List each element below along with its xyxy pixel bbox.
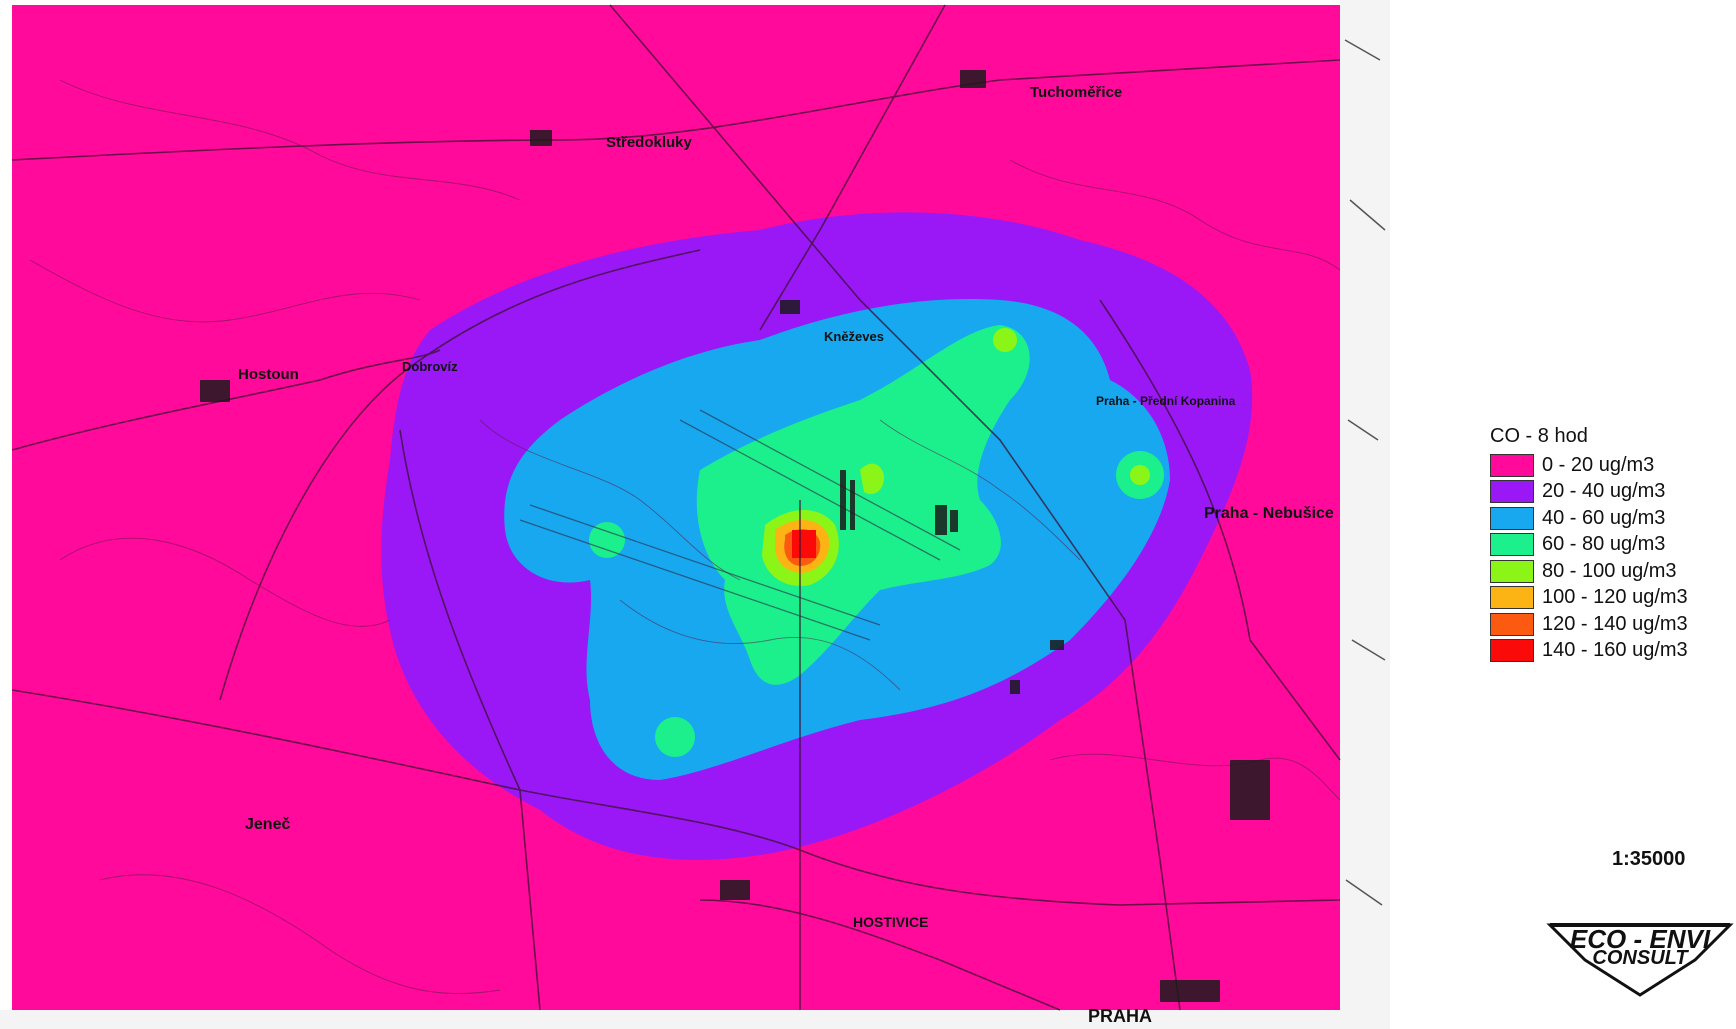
place-label-hostivice: HOSTIVICE bbox=[853, 914, 928, 930]
place-label-jenec: Jeneč bbox=[245, 816, 290, 833]
legend-item: 20 - 40 ug/m3 bbox=[1490, 479, 1730, 506]
legend-item: 140 - 160 ug/m3 bbox=[1490, 638, 1730, 665]
concentration-map: Tuchoměřice Středokluky Kněževes Hostoun… bbox=[0, 0, 1390, 1029]
legend-swatch bbox=[1490, 559, 1534, 583]
place-label-predni-kopanina: Praha - Přední Kopanina bbox=[1096, 394, 1236, 408]
legend-item: 80 - 100 ug/m3 bbox=[1490, 558, 1730, 585]
legend-title: CO - 8 hod bbox=[1490, 425, 1588, 447]
legend-swatch bbox=[1490, 639, 1534, 663]
legend-label: 40 - 60 ug/m3 bbox=[1542, 506, 1666, 529]
legend-label: 0 - 20 ug/m3 bbox=[1542, 453, 1655, 476]
legend-label: 140 - 160 ug/m3 bbox=[1542, 639, 1688, 662]
legend-item: 0 - 20 ug/m3 bbox=[1490, 452, 1730, 479]
legend: CO - 8 hod 0 - 20 ug/m3 20 - 40 ug/m3 40 -… bbox=[1490, 425, 1730, 664]
legend-item: 40 - 60 ug/m3 bbox=[1490, 505, 1730, 532]
place-label-dobroviz: Dobrovíz bbox=[402, 359, 458, 374]
legend-swatch bbox=[1490, 612, 1534, 636]
logo-text-line2: CONSULT bbox=[1592, 947, 1689, 969]
logo-text-line1: ECO - ENVI bbox=[1570, 924, 1711, 954]
place-label-nebusice: Praha - Nebušice bbox=[1204, 505, 1334, 522]
legend-label: 120 - 140 ug/m3 bbox=[1542, 612, 1688, 635]
legend-swatch bbox=[1490, 533, 1534, 557]
legend-item: 120 - 140 ug/m3 bbox=[1490, 611, 1730, 638]
legend-swatch bbox=[1490, 506, 1534, 530]
legend-label: 100 - 120 ug/m3 bbox=[1542, 586, 1688, 609]
legend-label: 60 - 80 ug/m3 bbox=[1542, 533, 1666, 556]
legend-swatch bbox=[1490, 453, 1534, 477]
zone-60-80 bbox=[696, 325, 1030, 685]
eco-envi-consult-logo: ECO - ENVI CONSULT bbox=[1545, 920, 1735, 1000]
place-label-kneveves: Kněževes bbox=[824, 329, 884, 344]
scale-label: 1:35000 bbox=[1612, 848, 1686, 870]
legend-label: 80 - 100 ug/m3 bbox=[1542, 559, 1677, 582]
legend-swatch bbox=[1490, 586, 1534, 610]
place-label-stredokluky: Středokluky bbox=[606, 134, 693, 151]
place-label-praha: PRAHA bbox=[1088, 1006, 1152, 1026]
legend-item: 60 - 80 ug/m3 bbox=[1490, 532, 1730, 559]
legend-label: 20 - 40 ug/m3 bbox=[1542, 480, 1666, 503]
place-label-hostoun: Hostoun bbox=[238, 366, 299, 383]
legend-swatch bbox=[1490, 480, 1534, 504]
legend-item: 100 - 120 ug/m3 bbox=[1490, 585, 1730, 612]
place-label-tuchomerice: Tuchoměřice bbox=[1030, 84, 1122, 101]
